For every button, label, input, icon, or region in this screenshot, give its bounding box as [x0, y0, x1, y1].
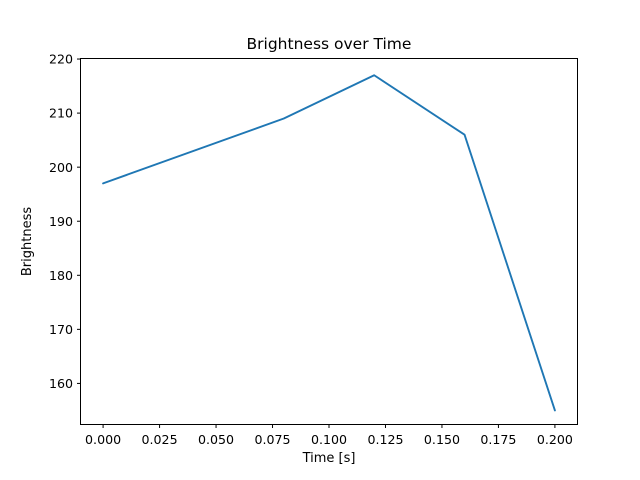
- plot-spines: [80, 58, 578, 425]
- x-tick-label: 0.025: [142, 432, 178, 447]
- x-tick-label: 0.175: [480, 432, 516, 447]
- axes-layer: 0.000 0.025 0.050 0.075 0.100 0.125 0.150 0.175…: [49, 52, 578, 447]
- y-tick-label: 220: [49, 52, 73, 67]
- data-line-brightness: [102, 74, 556, 412]
- y-tick-label: 180: [49, 268, 73, 283]
- y-tick-label: 160: [49, 376, 73, 391]
- y-tick-label: 210: [49, 106, 73, 121]
- x-tick-label: 0.150: [424, 432, 460, 447]
- chart-title: Brightness over Time: [247, 35, 412, 53]
- y-tick-label: 200: [49, 160, 73, 175]
- x-tick-label: 0.075: [254, 432, 290, 447]
- x-axis-label: Time [s]: [302, 451, 356, 466]
- x-tick-label: 0.000: [85, 432, 121, 447]
- y-tick-label: 170: [49, 322, 73, 337]
- data-series-layer: [102, 74, 556, 412]
- x-tick-label: 0.100: [311, 432, 347, 447]
- y-axis-label: Brightness: [20, 207, 35, 276]
- y-tick-label: 190: [49, 214, 73, 229]
- x-tick-label: 0.050: [198, 432, 234, 447]
- x-tick-label: 0.125: [367, 432, 403, 447]
- x-tick-label: 0.200: [537, 432, 573, 447]
